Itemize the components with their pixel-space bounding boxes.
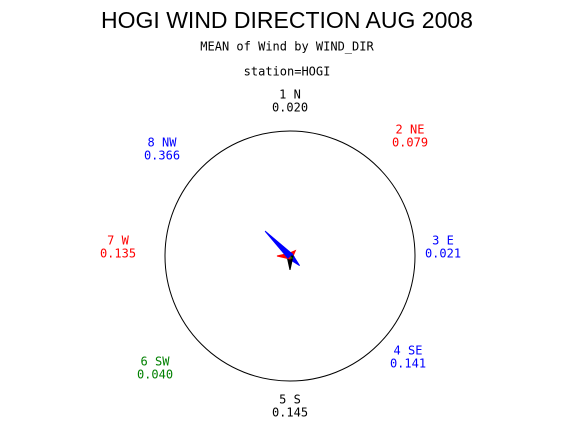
value-label: 0.020: [272, 101, 308, 115]
outer-circle: [164, 130, 416, 382]
value-label: 0.366: [144, 149, 180, 163]
value-label: 0.141: [390, 357, 426, 371]
direction-label: 6 SW: [141, 355, 171, 369]
wind-wedge: [264, 230, 293, 259]
chart-subtitle: MEAN of Wind by WIND_DIR: [200, 40, 374, 54]
direction-label: 4 SE: [394, 344, 423, 358]
direction-label: 3 E: [432, 234, 454, 248]
station-label: station=HOGI: [244, 65, 331, 79]
direction-label: 1 N: [279, 88, 301, 102]
value-label: 0.040: [137, 368, 173, 382]
value-label: 0.135: [100, 247, 136, 261]
value-label: 0.079: [392, 136, 428, 150]
value-label: 0.021: [425, 247, 461, 261]
direction-label: 2 NE: [396, 123, 425, 137]
value-label: 0.145: [272, 406, 308, 420]
direction-label: 8 NW: [148, 136, 178, 150]
direction-label: 7 W: [107, 234, 129, 248]
chart-title: HOGI WIND DIRECTION AUG 2008: [101, 7, 473, 33]
direction-label: 5 S: [279, 393, 301, 407]
